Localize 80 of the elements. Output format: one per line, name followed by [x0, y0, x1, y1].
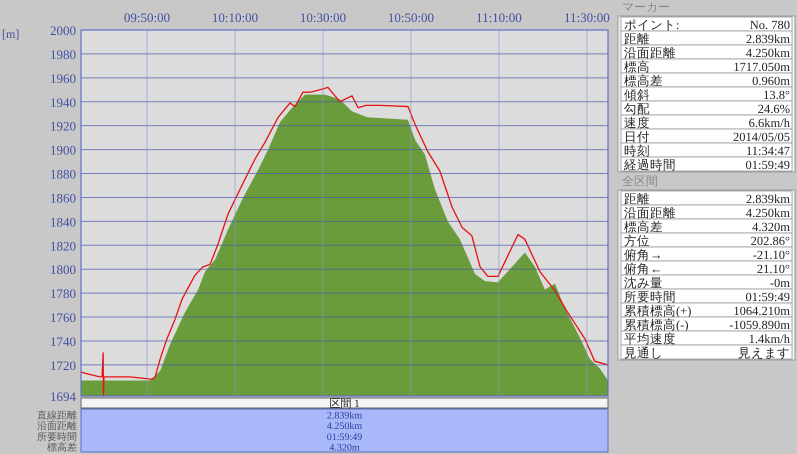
- text: 2.839km: [326, 410, 362, 422]
- y-tick-label: 1900: [50, 142, 76, 158]
- y-tick-label: 1920: [50, 118, 76, 134]
- text: 4.250km: [326, 421, 362, 432]
- text: 時刻: [624, 144, 650, 158]
- text: 距離: [624, 192, 650, 206]
- y-axis-title: [m]: [2, 27, 20, 41]
- text: 勾配: [624, 102, 650, 116]
- text: 2.839km: [746, 32, 790, 46]
- text: 4.320m: [752, 220, 790, 234]
- x-tick-label: 09:50:00: [124, 10, 170, 25]
- text: 見えます: [738, 346, 790, 360]
- y-tick-label: 1880: [50, 166, 76, 182]
- text: マーカー: [622, 0, 670, 14]
- y-tick-label: 1740: [50, 334, 76, 349]
- text: 4.320m: [329, 442, 360, 454]
- text: 標高差: [624, 73, 663, 88]
- y-tick-label: 1760: [50, 310, 76, 326]
- text: 直線距離: [37, 410, 77, 422]
- x-tick-label: 10:10:00: [212, 10, 258, 25]
- text: 01:59:49: [326, 432, 362, 443]
- y-tick-label: 1720: [50, 358, 76, 373]
- text: 1.4km/h: [748, 332, 791, 346]
- text: -1059.890m: [729, 318, 790, 332]
- y-tick-label: 1980: [50, 46, 76, 62]
- text: 俯角←: [624, 262, 662, 276]
- text: -21.10°: [752, 248, 790, 262]
- text: ポイント:: [624, 18, 680, 32]
- text: 距離: [624, 32, 650, 46]
- text: 24.6%: [758, 102, 790, 116]
- y-tick-label: 1940: [50, 94, 76, 110]
- text: 13.8°: [763, 88, 790, 102]
- text: 見通し: [624, 346, 663, 360]
- y-tick-label: 1780: [50, 286, 76, 302]
- text: 0.960m: [752, 74, 790, 88]
- text: 沿面距離: [37, 420, 77, 432]
- text: No. 780: [750, 18, 790, 32]
- text: 4.250km: [746, 206, 790, 220]
- text: 日付: [624, 130, 650, 144]
- text: 21.10°: [756, 262, 790, 276]
- text: 11:34:47: [746, 144, 790, 158]
- text: 202.86°: [750, 234, 790, 248]
- text: 2014/05/05: [733, 130, 790, 144]
- text: 方位: [624, 233, 650, 248]
- text: 所要時間: [624, 290, 676, 304]
- y-tick-label: 1860: [50, 190, 76, 206]
- text: 経過時間: [623, 158, 676, 172]
- text: 沿面距離: [624, 46, 676, 60]
- text: 累積標高(-): [624, 317, 688, 332]
- text: 2.839km: [746, 192, 790, 206]
- text: 区間 1: [329, 398, 360, 410]
- text: 平均速度: [624, 331, 676, 346]
- text: 1717.050m: [733, 60, 790, 74]
- y-tick-label: 1694: [50, 389, 76, 404]
- text: 沈み量: [624, 276, 663, 290]
- text: 1064.210m: [733, 304, 790, 318]
- y-tick-label: 1820: [50, 238, 76, 254]
- text: 標高差: [624, 219, 663, 234]
- text: 沿面距離: [624, 206, 676, 220]
- text: -0m: [770, 276, 790, 290]
- text: 俯角→: [624, 248, 662, 262]
- text: 4.250km: [746, 46, 790, 60]
- y-tick-label: 1840: [50, 214, 76, 230]
- x-tick-label: 10:50:00: [388, 10, 434, 25]
- text: 標高: [624, 59, 650, 74]
- text: 6.6km/h: [748, 116, 791, 130]
- x-tick-label: 11:10:00: [476, 10, 522, 25]
- y-tick-label: 1800: [50, 262, 76, 278]
- text: 傾斜: [624, 88, 650, 102]
- text: 累積標高(+): [624, 303, 692, 318]
- x-tick-label: 10:30:00: [300, 10, 346, 25]
- text: 速度: [624, 115, 650, 130]
- text: 01:59:49: [746, 158, 790, 172]
- y-tick-label: 1960: [50, 70, 76, 86]
- text: 所要時間: [37, 430, 77, 443]
- text: 標高差: [47, 442, 77, 454]
- x-tick-label: 11:30:00: [564, 10, 610, 25]
- y-tick-label: 2000: [50, 23, 76, 38]
- text: 01:59:49: [746, 290, 790, 304]
- text: 全区間: [622, 174, 658, 188]
